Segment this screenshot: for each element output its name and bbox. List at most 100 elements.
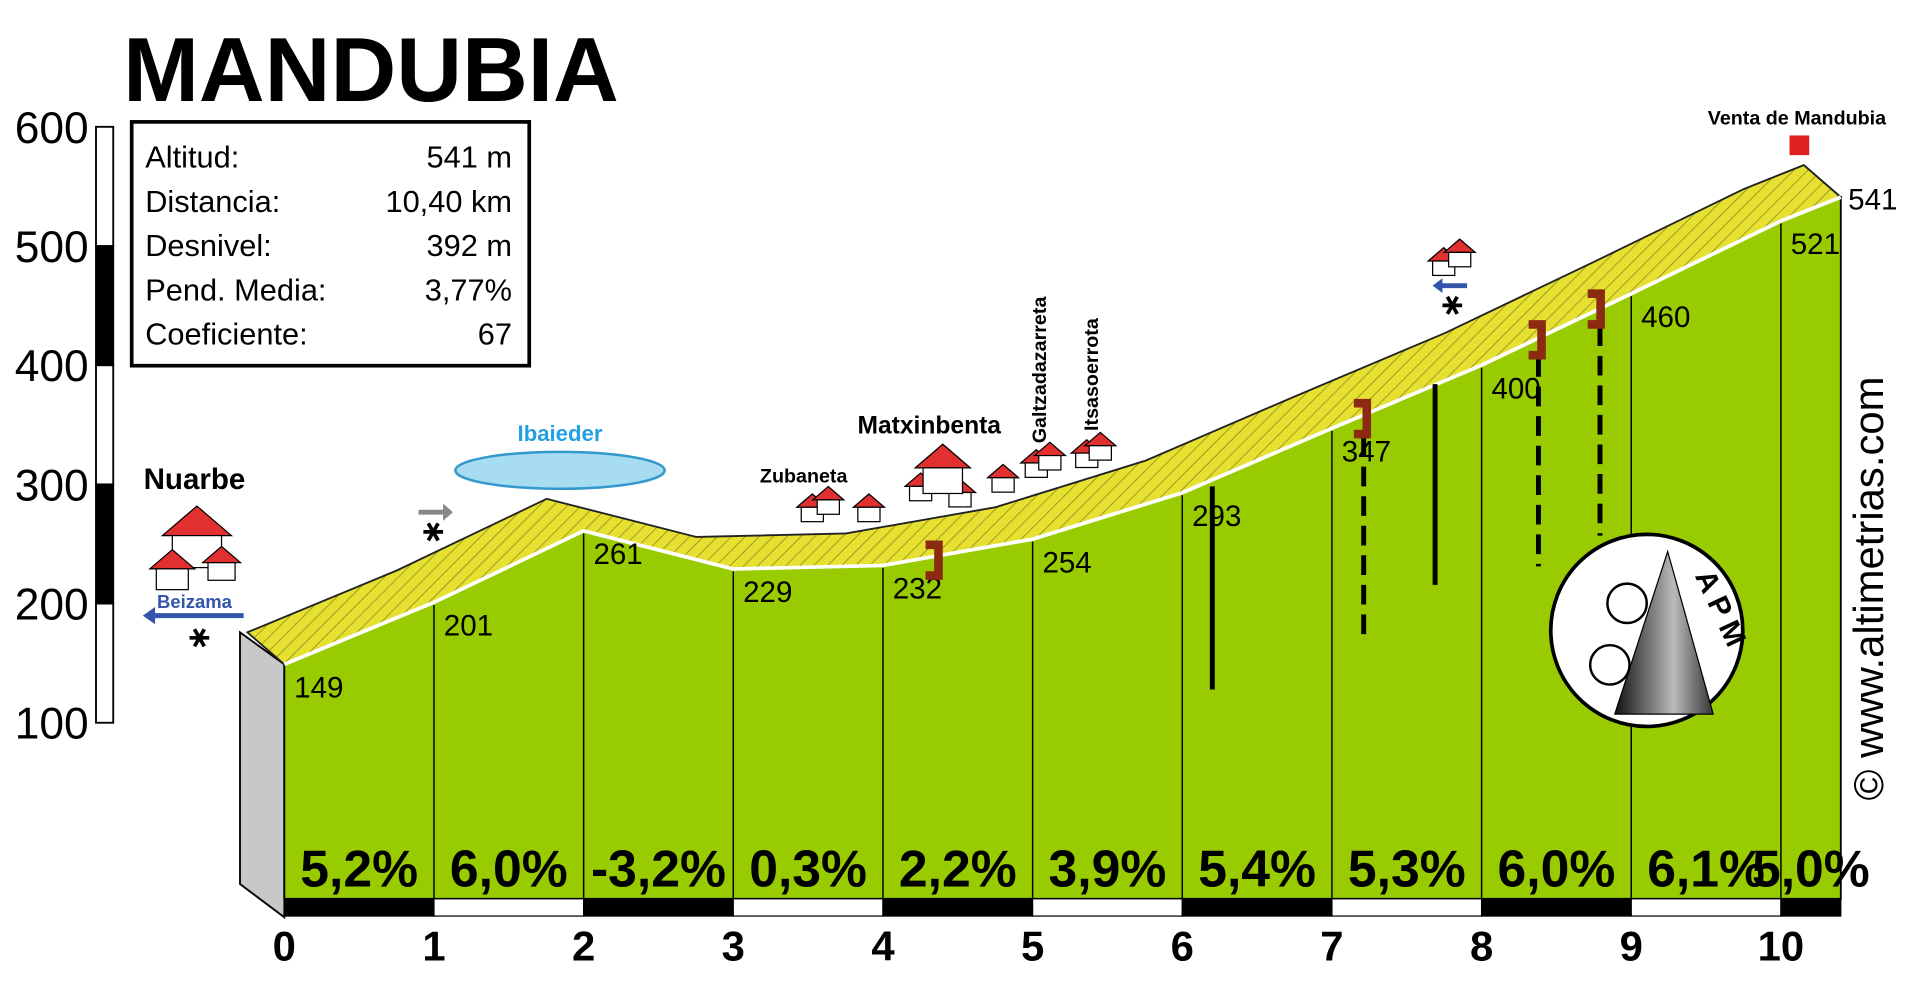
lake — [454, 450, 666, 491]
chart-title: MANDUBIA — [123, 20, 619, 121]
scale-segment — [95, 364, 115, 486]
gradient-label: 3,9% — [1049, 839, 1167, 897]
asterisk — [192, 628, 206, 648]
house-roof — [851, 493, 887, 508]
x-tick-label: 4 — [871, 922, 895, 969]
house-wall — [207, 562, 236, 581]
km-bar — [1780, 898, 1842, 917]
info-value: 541 m — [427, 139, 512, 174]
house-roof — [1083, 431, 1118, 447]
arrow — [418, 503, 453, 521]
km-bar — [1630, 898, 1782, 917]
logo-wheel — [1588, 643, 1631, 686]
arrow — [1432, 278, 1468, 294]
x-tick-label: 8 — [1470, 922, 1493, 969]
profile-line — [283, 195, 1842, 667]
x-tick-label: 5 — [1021, 922, 1044, 969]
gradient-label: 5,0% — [1752, 839, 1870, 897]
y-tick-label: 600 — [15, 104, 89, 153]
km-bar — [1181, 898, 1333, 917]
info-value: 3,77% — [425, 272, 512, 307]
bracket — [1587, 289, 1605, 329]
asterisk — [1445, 295, 1459, 315]
info-label: Pend. Media: — [145, 272, 326, 307]
altitude-label: 149 — [294, 672, 343, 705]
house-roof — [160, 505, 234, 537]
gradient-label: 6,1% — [1647, 839, 1765, 897]
x-tick-label: 7 — [1320, 922, 1343, 969]
altitude-label: 521 — [1791, 228, 1840, 261]
km-bar — [732, 898, 884, 917]
place-label: Beizama — [157, 591, 233, 612]
place-label: Ibaieder — [518, 421, 603, 446]
place-label: Itsasoerrota — [1081, 317, 1103, 431]
info-value: 10,40 km — [385, 184, 512, 219]
altitude-label: 229 — [743, 576, 792, 609]
profile-side — [239, 630, 286, 920]
km-bar — [882, 898, 1034, 917]
x-tick-label: 10 — [1758, 922, 1805, 969]
x-tick-label: 6 — [1171, 922, 1194, 969]
place-label: Venta de Mandubia — [1708, 107, 1887, 129]
altitude-label: 261 — [593, 538, 642, 571]
gradient-label: -3,2% — [591, 839, 726, 897]
house-wall — [1038, 454, 1062, 471]
y-tick-label: 200 — [15, 581, 89, 630]
house-roof — [1032, 441, 1068, 457]
bracket — [1353, 398, 1372, 439]
place-label: Nuarbe — [144, 463, 246, 496]
scale-segment — [95, 483, 115, 605]
gradient-label: 2,2% — [899, 839, 1017, 897]
house-wall — [1448, 251, 1472, 268]
house-wall — [155, 568, 189, 591]
info-value: 67 — [478, 317, 512, 352]
watermark: © www.altimetrias.com — [1845, 376, 1892, 800]
house-roof — [913, 443, 973, 469]
altitude-label: 400 — [1491, 372, 1540, 405]
altitude-label: 293 — [1192, 500, 1241, 533]
info-table: Altitud: 541 m Distancia: 10,40 km Desnivel:… — [145, 139, 512, 351]
gradient-label: 0,3% — [749, 839, 867, 897]
gradient-label: 5,3% — [1348, 839, 1466, 897]
arrow — [142, 607, 244, 625]
scale-segment — [95, 125, 115, 247]
x-tick-label: 9 — [1620, 922, 1643, 969]
house-wall — [816, 499, 841, 515]
house-wall — [857, 506, 881, 523]
house-roof — [811, 485, 846, 501]
km-bar — [433, 898, 585, 917]
y-tick-label: 400 — [15, 342, 89, 391]
km-bar — [283, 898, 435, 917]
place-label: Galtzadazarreta — [1029, 296, 1051, 444]
x-tick-label: 1 — [422, 922, 445, 969]
info-label: Altitud: — [145, 139, 239, 174]
restaurant-icon — [1789, 135, 1810, 156]
km-bar — [1480, 898, 1632, 917]
house-roof — [1442, 238, 1477, 254]
house-wall — [991, 477, 1015, 493]
bracket — [925, 540, 943, 580]
house-wall — [1088, 445, 1112, 461]
asterisk — [426, 522, 440, 542]
house-wall — [922, 467, 964, 495]
altitude-label: 541 — [1848, 183, 1897, 216]
scale-segment — [95, 602, 115, 724]
logo-wheel — [1606, 582, 1648, 625]
info-label: Distancia: — [145, 184, 280, 219]
gradient-label: 6,0% — [1498, 839, 1616, 897]
info-label: Desnivel: — [145, 228, 272, 263]
gradient-label: 5,4% — [1198, 839, 1316, 897]
altitude-label: 254 — [1042, 546, 1091, 579]
place-label: Matxinbenta — [857, 412, 1001, 439]
altitude-label: 460 — [1641, 301, 1690, 334]
scale-segment — [95, 245, 115, 367]
y-tick-label: 100 — [15, 700, 89, 749]
y-tick-label: 500 — [15, 223, 89, 272]
logo-mountain — [1613, 549, 1715, 715]
gradient-label: 6,0% — [450, 839, 568, 897]
house-wall — [948, 491, 972, 508]
gradient-label: 5,2% — [300, 839, 418, 897]
info-box — [129, 120, 532, 368]
